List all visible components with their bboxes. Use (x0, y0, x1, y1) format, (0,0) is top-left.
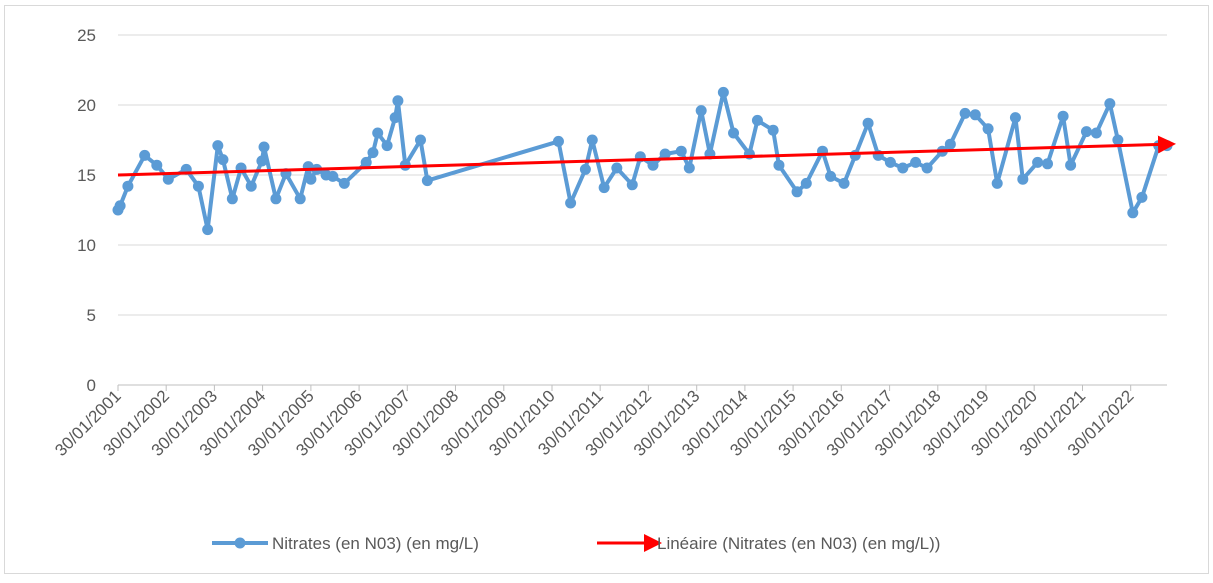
data-point (122, 180, 134, 192)
data-point (683, 162, 695, 174)
y-tick-label: 15 (77, 166, 96, 185)
y-tick-label: 10 (77, 236, 96, 255)
data-point (675, 145, 687, 157)
legend-marker (234, 537, 246, 549)
data-point (226, 193, 238, 205)
y-tick-label: 20 (77, 96, 96, 115)
data-point (982, 123, 994, 135)
data-point (256, 155, 268, 167)
data-point (767, 124, 779, 136)
data-point (192, 180, 204, 192)
data-point (751, 114, 763, 126)
data-point (139, 149, 151, 161)
data-point (695, 105, 707, 117)
data-point (659, 148, 671, 160)
data-point (327, 170, 339, 182)
data-point (294, 193, 306, 205)
chart-border (4, 5, 1209, 574)
data-point (1127, 207, 1139, 219)
data-point (838, 177, 850, 189)
data-point (897, 162, 909, 174)
data-point (392, 95, 404, 107)
data-point (791, 186, 803, 198)
data-point (162, 173, 174, 185)
data-point (598, 182, 610, 194)
data-point (959, 107, 971, 119)
y-tick-label: 0 (87, 376, 96, 395)
data-point (717, 86, 729, 98)
data-point (1057, 110, 1069, 122)
data-point (626, 179, 638, 191)
data-point (1042, 158, 1054, 170)
data-point (245, 180, 257, 192)
data-point (360, 156, 372, 168)
data-point (849, 149, 861, 161)
data-point (338, 177, 350, 189)
data-point (1032, 156, 1044, 168)
data-point (552, 135, 564, 147)
data-point (884, 156, 896, 168)
data-point (825, 170, 837, 182)
data-point (1009, 112, 1021, 124)
y-tick-label: 25 (77, 26, 96, 45)
data-point (212, 140, 224, 152)
data-point (258, 141, 270, 153)
data-point (565, 197, 577, 209)
data-point (579, 163, 591, 175)
data-point (217, 154, 229, 166)
data-point (910, 156, 922, 168)
data-point (1065, 159, 1077, 171)
data-point (586, 134, 598, 146)
data-point (1090, 127, 1102, 139)
data-point (969, 109, 981, 121)
data-point (728, 127, 740, 139)
data-point (1104, 98, 1116, 110)
data-point (305, 173, 317, 185)
legend-label: Linéaire (Nitrates (en N03) (en mg/L)) (657, 534, 940, 553)
data-point (202, 224, 214, 236)
data-point (270, 193, 282, 205)
y-tick-label: 5 (87, 306, 96, 325)
data-point (611, 162, 623, 174)
data-point (800, 177, 812, 189)
data-point (944, 138, 956, 150)
data-point (367, 147, 379, 159)
data-point (1112, 134, 1124, 146)
data-point (862, 117, 874, 129)
data-point (414, 134, 426, 146)
legend-label: Nitrates (en N03) (en mg/L) (272, 534, 479, 553)
data-point (421, 175, 433, 187)
data-point (1080, 126, 1092, 138)
data-point (114, 200, 126, 212)
data-point (1017, 173, 1029, 185)
trend-line (117, 135, 1176, 177)
data-point (1136, 191, 1148, 203)
data-point (991, 177, 1003, 189)
data-point (773, 159, 785, 171)
data-point (647, 159, 659, 171)
data-point (372, 127, 384, 139)
data-point (381, 140, 393, 152)
data-point (151, 159, 163, 171)
data-point (921, 162, 933, 174)
data-point (389, 112, 401, 124)
